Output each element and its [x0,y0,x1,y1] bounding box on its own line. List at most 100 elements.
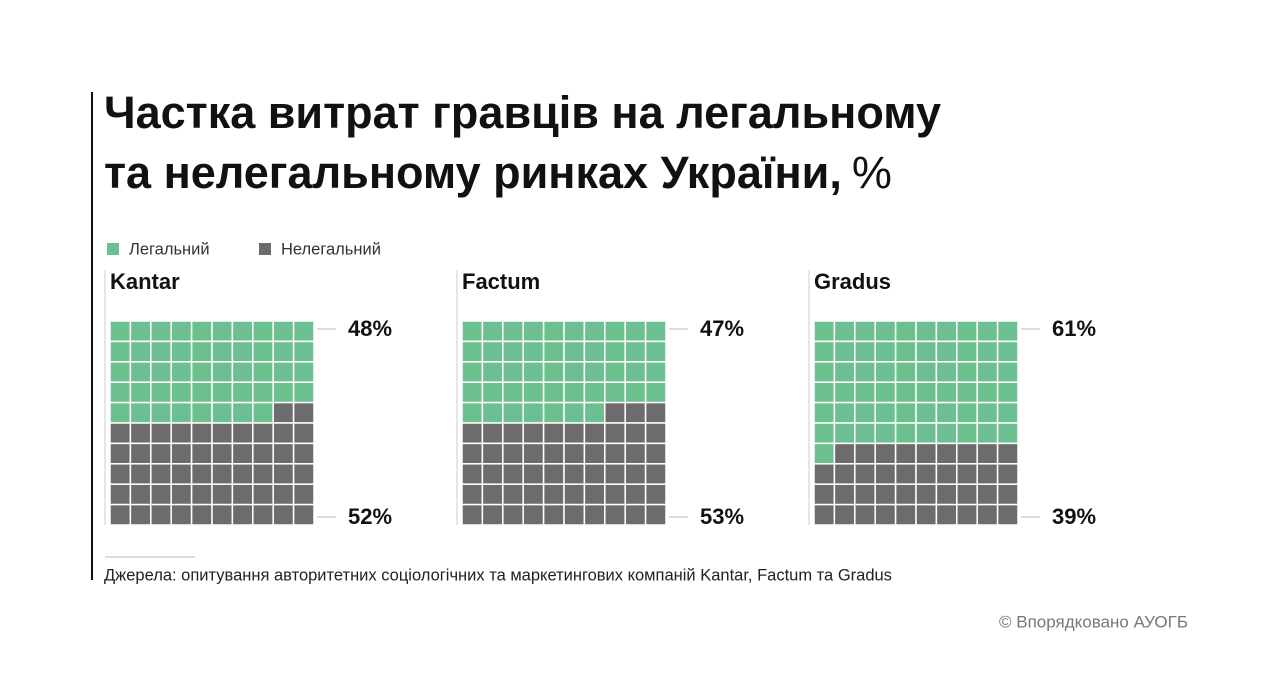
waffle-cell [292,381,315,404]
waffle-cell [150,442,172,465]
waffle-cell [481,340,504,363]
waffle-cell [542,381,565,404]
waffle-cell [956,463,978,485]
waffle-cell [915,320,938,343]
legend-label: Нелегальний [281,240,381,258]
waffle-cell [813,483,836,506]
value-label: 39% [1052,504,1096,529]
waffle-cell [915,422,938,445]
waffle-cell [624,381,647,404]
waffle-cell [190,503,213,526]
waffle-cell [915,463,938,485]
title: Частка витрат гравців на легальному [104,87,941,138]
waffle-cell [935,483,958,506]
waffle-cell [170,340,193,363]
waffle-cell [563,401,586,424]
waffle-cell [996,320,1019,343]
title-unit: % [852,147,892,198]
waffle-cell [583,340,606,363]
waffle-cell [522,381,545,404]
waffle-cell [292,422,315,445]
waffle-cell [874,361,897,383]
waffle-cell [109,483,132,506]
waffle-cell [644,483,667,506]
waffle-cell [624,503,647,526]
waffle-cell [624,401,647,424]
waffle-cell [109,503,132,526]
waffle-cell [935,503,958,526]
waffle-cell [231,503,254,526]
panel-title: Factum [462,269,540,294]
waffle-cell [644,463,667,485]
waffle-cell [833,463,856,485]
legend-swatch [107,243,119,255]
waffle-cell [109,381,132,404]
waffle-cell [604,361,626,383]
waffle-cell [252,381,274,404]
waffle-cell [976,401,999,424]
waffle-cell [874,503,897,526]
waffle-cell [854,463,876,485]
waffle-cell [129,422,152,445]
waffle-cell [813,422,836,445]
waffle-cell [211,381,234,404]
waffle-cell [583,483,606,506]
value-label: 61% [1052,316,1096,341]
waffle-cell [461,340,484,363]
waffle-cell [109,422,132,445]
waffle-cell [272,503,295,526]
waffle-cell [874,442,897,465]
waffle-cell [854,401,876,424]
panel-title: Gradus [814,269,891,294]
waffle-cell [644,381,667,404]
waffle-cell [129,340,152,363]
waffle-cell [211,463,234,485]
waffle-cell [252,463,274,485]
waffle-cell [563,422,586,445]
waffle-cell [833,442,856,465]
waffle-cell [252,442,274,465]
waffle-cell [996,361,1019,383]
waffle-cell [583,381,606,404]
waffle-cell [129,503,152,526]
waffle-cell [976,503,999,526]
waffle-cell [935,442,958,465]
waffle-cell [481,463,504,485]
waffle-cell [461,463,484,485]
waffle-cell [976,463,999,485]
waffle-cell [583,401,606,424]
waffle-cell [150,320,172,343]
value-label: 53% [700,504,744,529]
waffle-cell [211,361,234,383]
waffle-cell [935,422,958,445]
waffle-cell [231,320,254,343]
waffle-cell [996,463,1019,485]
waffle-cell [150,422,172,445]
waffle-cell [170,320,193,343]
waffle-cell [170,503,193,526]
waffle-cell [129,381,152,404]
waffle-cell [109,340,132,363]
waffle-cell [854,320,876,343]
waffle-cell [894,483,917,506]
waffle-cell [502,422,524,445]
waffle-cell [272,320,295,343]
waffle-cell [563,483,586,506]
waffle-cell [522,483,545,506]
waffle-cell [190,361,213,383]
waffle-cell [481,401,504,424]
waffle-cell [976,442,999,465]
waffle-cell [996,340,1019,363]
waffle-cell [211,401,234,424]
waffle-cell [894,381,917,404]
waffle-cell [461,320,484,343]
waffle-cell [231,442,254,465]
waffle-cell [190,340,213,363]
waffle-cell [211,442,234,465]
waffle-cell [190,401,213,424]
legend: Легальний Нелегальний [107,240,381,258]
waffle-cell [624,463,647,485]
waffle-cell [170,463,193,485]
waffle-cell [915,401,938,424]
waffle-cell [854,381,876,404]
